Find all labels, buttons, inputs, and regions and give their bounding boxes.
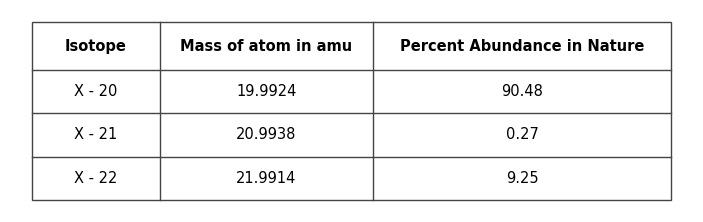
Text: Isotope: Isotope [65, 39, 127, 54]
Text: Percent Abundance in Nature: Percent Abundance in Nature [400, 39, 644, 54]
Text: 19.9924: 19.9924 [236, 84, 297, 99]
Text: 20.9938: 20.9938 [236, 127, 297, 143]
Text: X - 22: X - 22 [74, 171, 117, 186]
Text: Mass of atom in amu: Mass of atom in amu [180, 39, 352, 54]
Text: 0.27: 0.27 [505, 127, 538, 143]
Text: X - 20: X - 20 [74, 84, 117, 99]
Text: 9.25: 9.25 [505, 171, 538, 186]
Text: 21.9914: 21.9914 [236, 171, 297, 186]
Text: X - 21: X - 21 [74, 127, 117, 143]
Bar [32, 22, 671, 200]
Text: 90.48: 90.48 [501, 84, 543, 99]
